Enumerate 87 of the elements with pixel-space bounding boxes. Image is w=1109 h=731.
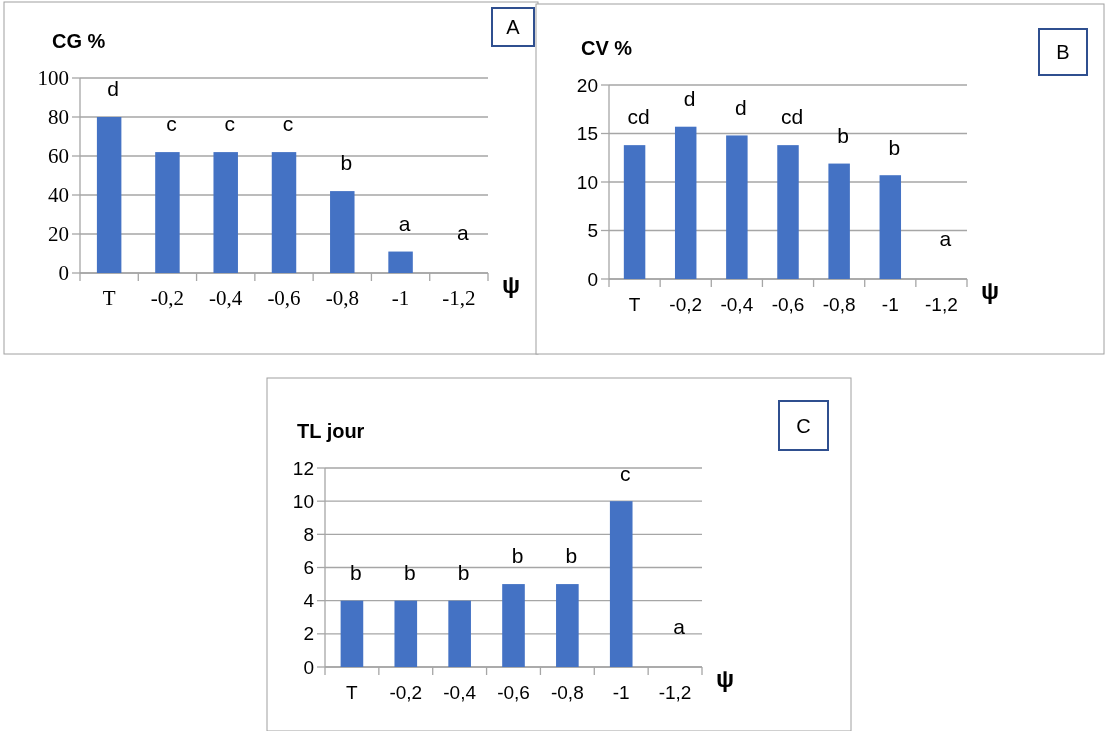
x-tick-label: -0,8 <box>325 286 359 310</box>
y-tick-label: 2 <box>303 623 314 645</box>
y-tick-label: 60 <box>48 144 69 169</box>
x-tick-label: -0,2 <box>669 294 703 315</box>
x-tick-label: -1 <box>391 286 410 310</box>
annotation: a <box>939 227 952 251</box>
bar <box>96 117 122 273</box>
y-tick-label: 20 <box>48 222 69 247</box>
y-tick-label: 6 <box>303 557 314 579</box>
annotation: d <box>107 77 119 101</box>
annotation: c <box>224 112 235 136</box>
annotation: b <box>340 151 353 175</box>
annotation: b <box>403 561 416 585</box>
text: C <box>796 414 811 437</box>
bar <box>340 600 364 667</box>
y-tick-label: 8 <box>303 523 314 545</box>
x-tick-label: -0,6 <box>771 294 805 315</box>
annotation: a <box>673 615 686 639</box>
y-tick-label: 10 <box>292 490 314 512</box>
y-axis-title: TL jour <box>297 420 365 442</box>
x-tick-label: -1 <box>881 294 899 315</box>
annotation: b <box>888 135 901 159</box>
bar <box>155 152 180 273</box>
annotation: cd <box>780 105 804 129</box>
y-tick-label: 40 <box>48 183 69 208</box>
x-tick-label: -0,8 <box>822 294 856 315</box>
annotation: b <box>457 561 470 585</box>
annotation: c <box>282 112 294 136</box>
annotation: d <box>735 95 747 119</box>
annotation: b <box>511 544 524 568</box>
bar <box>394 600 418 667</box>
annotation: a <box>457 221 470 245</box>
bar <box>271 152 297 273</box>
y-tick-label: 0 <box>58 261 69 286</box>
bar <box>623 145 646 279</box>
text: A <box>506 16 521 38</box>
x-tick-label: T <box>102 286 116 310</box>
x-tick-label: -1 <box>612 682 630 703</box>
y-tick-label: 15 <box>576 123 598 145</box>
y-axis-title: CV % <box>581 37 633 59</box>
x-tick-label: T <box>346 682 359 703</box>
annotation: c <box>166 112 177 136</box>
x-tick-label: -0,6 <box>497 682 530 703</box>
x-tick-label: -1,2 <box>925 294 958 315</box>
bar <box>213 152 238 273</box>
x-axis-title: ψ <box>981 277 1000 304</box>
x-tick-label: -0,4 <box>209 286 243 310</box>
y-tick-label: 10 <box>576 171 598 193</box>
bar <box>726 135 748 279</box>
bar <box>448 600 471 667</box>
bar <box>388 251 413 273</box>
y-axis-title: CG % <box>52 30 106 52</box>
annotation: b <box>350 561 362 585</box>
x-tick-label: -0,2 <box>389 682 423 703</box>
y-tick-label: 0 <box>303 656 314 678</box>
bar <box>502 584 525 667</box>
y-tick-label: 5 <box>587 220 598 242</box>
y-tick-label: 20 <box>576 74 598 96</box>
y-tick-label: 12 <box>292 457 314 479</box>
annotation: d <box>683 87 696 111</box>
x-tick-label: -0,4 <box>720 294 754 315</box>
x-tick-label: -1,2 <box>658 682 692 703</box>
bar <box>609 501 633 667</box>
x-axis-title: ψ <box>716 665 735 692</box>
x-tick-label: -0,2 <box>150 286 185 310</box>
bar <box>674 126 697 279</box>
annotation: b <box>565 544 578 568</box>
bar <box>879 175 902 279</box>
bar <box>828 163 850 279</box>
annotation: cd <box>627 105 650 129</box>
annotation: b <box>837 123 849 147</box>
y-tick-label: 4 <box>303 590 315 612</box>
text: B <box>1056 41 1070 63</box>
bar <box>556 584 579 667</box>
annotation: c <box>619 461 631 485</box>
y-tick-label: 0 <box>587 268 598 290</box>
y-tick-label: 80 <box>48 105 69 130</box>
y-tick-label: 100 <box>37 66 69 91</box>
x-tick-label: -1,2 <box>442 286 476 310</box>
x-axis-title: ψ <box>502 271 521 298</box>
annotation: a <box>398 211 411 235</box>
x-tick-label: -0,4 <box>443 682 477 703</box>
x-tick-label: T <box>628 294 641 315</box>
bar <box>330 191 355 273</box>
bar <box>777 145 799 279</box>
x-tick-label: -0,8 <box>550 682 584 703</box>
x-tick-label: -0,6 <box>267 286 301 310</box>
